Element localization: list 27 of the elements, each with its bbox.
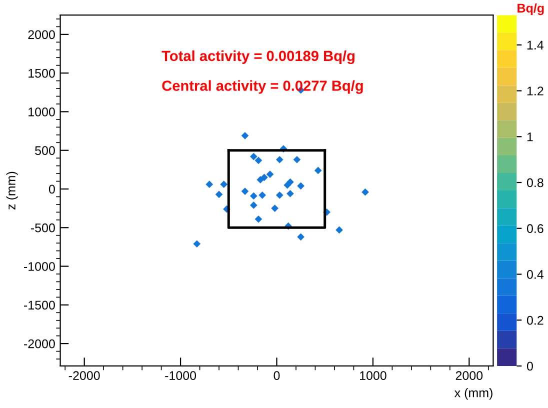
x-tick-label: -1000 bbox=[165, 371, 196, 380]
annotation: Total activity = 0.00189 Bq/g bbox=[162, 50, 354, 64]
x-tick-label: -2000 bbox=[68, 371, 100, 380]
color-bar-label: 0.8 bbox=[526, 178, 544, 188]
y-tick-label: -500 bbox=[30, 223, 55, 232]
y-tick-label: 2000 bbox=[28, 30, 55, 40]
x-tick-label: 0 bbox=[274, 371, 280, 380]
y-tick-label: 1500 bbox=[28, 68, 55, 78]
annotation: Central activity = 0.0277 Bq/g bbox=[162, 80, 363, 94]
color-bar-label: 1.4 bbox=[527, 40, 544, 50]
color-bar-label: 0.4 bbox=[526, 270, 544, 279]
color-bar-label: 0.2 bbox=[526, 316, 544, 325]
color-bar-label: 1.2 bbox=[527, 86, 544, 96]
x-tick-label: 1000 bbox=[360, 371, 386, 380]
y-axis-title: z (mm) bbox=[6, 172, 18, 210]
color-bar-label: 0 bbox=[526, 362, 533, 371]
y-tick-label: -2000 bbox=[24, 339, 55, 348]
y-tick-label: -1500 bbox=[24, 300, 55, 310]
x-axis-title: x (mm) bbox=[454, 388, 492, 400]
y-tick-label: 0 bbox=[48, 184, 55, 194]
y-tick-label: 1000 bbox=[28, 108, 55, 116]
color-bar-label: 1 bbox=[527, 132, 533, 142]
x-tick-label: 2000 bbox=[456, 371, 483, 380]
y-tick-label: -1000 bbox=[24, 262, 55, 271]
y-tick-label: 500 bbox=[35, 146, 55, 155]
color-bar-label: 0.6 bbox=[526, 224, 544, 234]
color-bar-title: Bq/g bbox=[518, 3, 544, 16]
